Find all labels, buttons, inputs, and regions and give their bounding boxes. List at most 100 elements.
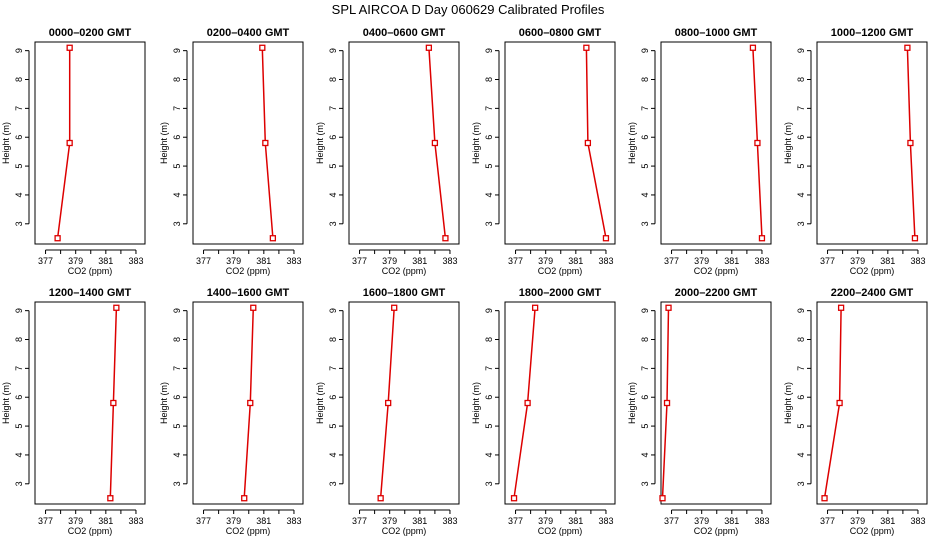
chart-12-y-tick-label: 7	[796, 366, 806, 371]
chart-6-y-tick-label: 6	[796, 135, 806, 140]
chart-10-data-point	[510, 495, 518, 502]
chart-12-y-tick-label: 6	[796, 395, 806, 400]
chart-9-y-label: Height (m)	[315, 382, 325, 424]
chart-8-data-point	[241, 495, 248, 502]
chart-3-frame	[348, 41, 460, 245]
chart-3-data-point	[442, 235, 449, 242]
chart-6-y-tick-label: 3	[796, 221, 806, 226]
chart-7-data-point	[110, 399, 117, 407]
chart-2-x-tick-label: 377	[196, 256, 211, 266]
chart-3-x-tick-label: 379	[382, 256, 397, 266]
chart-5-y-label: Height (m)	[627, 122, 637, 164]
chart-2-y-tick-label: 9	[172, 48, 182, 53]
chart-5-y-tick-label: 3	[640, 221, 650, 226]
chart-5: 0800–1000 GMT 377 379 381 383 CO2 (ppm) 3 4 5 6 7 8…	[627, 27, 772, 276]
chart-3-x-tick-label: 381	[412, 256, 427, 266]
chart-10-data-point	[524, 399, 531, 407]
chart-4-data-point	[602, 235, 610, 242]
chart-12-x-label: CO2 (ppm)	[850, 526, 895, 536]
chart-2-x-label: CO2 (ppm)	[226, 266, 271, 276]
chart-11: 2000–2200 GMT 377 379 381 383 CO2 (ppm) 3 4 5 6 7 8…	[627, 287, 772, 536]
chart-7-y-tick-label: 4	[14, 452, 24, 457]
chart-7-frame	[34, 301, 146, 505]
chart-10: 1800–2000 GMT 377 379 381 383 CO2 (ppm) 3 4 5 6 7 8…	[471, 287, 616, 536]
chart-8-title: 1400–1600 GMT	[207, 287, 290, 299]
chart-11-x-label: CO2 (ppm)	[694, 526, 739, 536]
chart-9-y-tick-label: 8	[328, 337, 338, 342]
chart-4-y-tick-label: 7	[484, 106, 494, 111]
chart-11-y-tick-label: 3	[640, 481, 650, 486]
chart-9-frame	[348, 301, 460, 505]
chart-4-title: 0600–0800 GMT	[519, 27, 602, 39]
chart-1-y-tick-label: 9	[14, 48, 24, 53]
chart-2-y-tick-label: 3	[172, 221, 182, 226]
chart-2-y-tick-label: 4	[172, 192, 182, 197]
chart-3-y-tick-label: 9	[328, 48, 338, 53]
chart-1-data-point	[66, 44, 73, 51]
chart-3-y-tick-label: 4	[328, 192, 338, 197]
chart-7-y-tick-label: 3	[14, 481, 24, 486]
chart-2-data-point	[259, 44, 266, 51]
chart-3-y-label: Height (m)	[315, 122, 325, 164]
chart-12-x-tick-label: 379	[850, 516, 865, 526]
chart-10-data-point	[531, 304, 539, 311]
chart-9-y-tick-label: 6	[328, 395, 338, 400]
chart-4-y-tick-label: 6	[484, 135, 494, 140]
chart-7-y-label: Height (m)	[1, 382, 11, 424]
chart-5-data-point	[754, 139, 761, 147]
chart-11-data-point	[659, 495, 666, 502]
chart-6-y-tick-label: 5	[796, 164, 806, 169]
chart-2-y-tick-label: 5	[172, 164, 182, 169]
chart-7-data-point	[113, 304, 120, 311]
chart-12: 2200–2400 GMT 377 379 381 383 CO2 (ppm) 3 4 5 6 7 8…	[783, 287, 928, 536]
chart-5-y-tick-label: 7	[640, 106, 650, 111]
chart-1-x-tick-label: 377	[38, 256, 53, 266]
chart-2: 0200–0400 GMT 377 379 381 383 CO2 (ppm) 3 4 5 6 7 8…	[159, 27, 304, 276]
chart-7-x-tick-label: 383	[128, 516, 143, 526]
chart-2-y-tick-label: 6	[172, 135, 182, 140]
chart-6-x-tick-label: 377	[820, 256, 835, 266]
chart-5-data-point	[749, 44, 757, 51]
chart-12-x-tick-label: 383	[910, 516, 925, 526]
chart-4-frame	[504, 41, 616, 245]
chart-4-y-label: Height (m)	[471, 122, 481, 164]
chart-5-y-tick-label: 9	[640, 48, 650, 53]
chart-12-x-tick-label: 381	[880, 516, 895, 526]
chart-9-y-tick-label: 5	[328, 424, 338, 429]
chart-8-y-tick-label: 5	[172, 424, 182, 429]
chart-9-x-tick-label: 383	[442, 516, 457, 526]
chart-11-title: 2000–2200 GMT	[675, 287, 758, 299]
chart-5-title: 0800–1000 GMT	[675, 27, 758, 39]
chart-4-y-tick-label: 4	[484, 192, 494, 197]
chart-4-y-tick-label: 5	[484, 164, 494, 169]
chart-12-data-point	[836, 399, 843, 407]
chart-4-y-tick-label: 9	[484, 48, 494, 53]
chart-2-y-label: Height (m)	[159, 122, 169, 164]
chart-5-y-tick-label: 8	[640, 77, 650, 82]
chart-6-y-tick-label: 7	[796, 106, 806, 111]
chart-1-data-point	[54, 235, 61, 242]
chart-5-frame	[660, 41, 772, 245]
chart-8-y-tick-label: 7	[172, 366, 182, 371]
chart-4-x-tick-label: 379	[538, 256, 553, 266]
chart-6-frame	[816, 41, 928, 245]
chart-9-y-tick-label: 9	[328, 308, 338, 313]
chart-6-y-tick-label: 8	[796, 77, 806, 82]
chart-7-data-point	[107, 495, 114, 502]
chart-6-x-tick-label: 379	[850, 256, 865, 266]
chart-9-y-tick-label: 7	[328, 366, 338, 371]
chart-1-x-label: CO2 (ppm)	[68, 266, 113, 276]
chart-11-x-tick-label: 383	[754, 516, 769, 526]
chart-1-x-tick-label: 381	[98, 256, 113, 266]
chart-5-data-point	[758, 235, 766, 242]
chart-8-x-tick-label: 377	[196, 516, 211, 526]
chart-9-data-point	[391, 304, 398, 311]
chart-12-y-tick-label: 9	[796, 308, 806, 313]
chart-7-x-tick-label: 379	[68, 516, 83, 526]
chart-6-data-point	[904, 44, 911, 51]
chart-7-y-tick-label: 9	[14, 308, 24, 313]
chart-10-x-tick-label: 377	[508, 516, 523, 526]
chart-4: 0600–0800 GMT 377 379 381 383 CO2 (ppm) 3 4 5 6 7 8…	[471, 27, 616, 276]
chart-3-x-tick-label: 383	[442, 256, 457, 266]
chart-8-data-point	[247, 399, 254, 407]
